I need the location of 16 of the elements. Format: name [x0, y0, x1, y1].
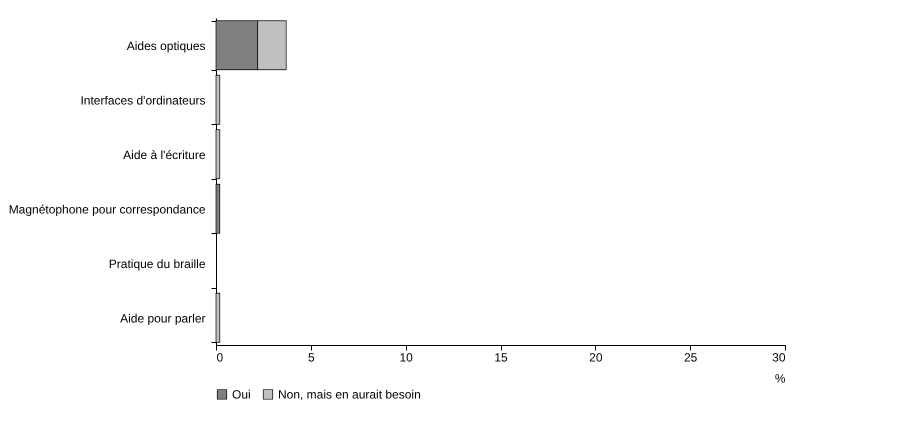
x-tick-label: 15 — [494, 350, 508, 364]
y-tick-label: Aides optiques — [126, 38, 206, 53]
x-tick-label: 10 — [399, 350, 414, 364]
x-axis-title: % — [774, 372, 786, 386]
x-tick-label: 30 — [772, 350, 786, 364]
y-tick-label: Magnétophone pour correspondance — [8, 202, 206, 216]
y-tick-label: Aide à l'écriture — [123, 148, 206, 162]
y-tick-label: Interfaces d'ordinateurs — [80, 93, 206, 108]
x-tick-label: 5 — [308, 350, 315, 364]
x-tick-label: 20 — [589, 350, 603, 364]
x-tick-label: 0 — [216, 350, 224, 364]
y-tick-label: Aide pour parler — [120, 311, 206, 326]
legend-label: Non, mais en aurait besoin — [278, 387, 421, 402]
legend-label: Oui — [232, 387, 251, 402]
x-tick-label: 25 — [684, 350, 698, 364]
y-tick-label: Pratique du braille — [108, 256, 206, 271]
